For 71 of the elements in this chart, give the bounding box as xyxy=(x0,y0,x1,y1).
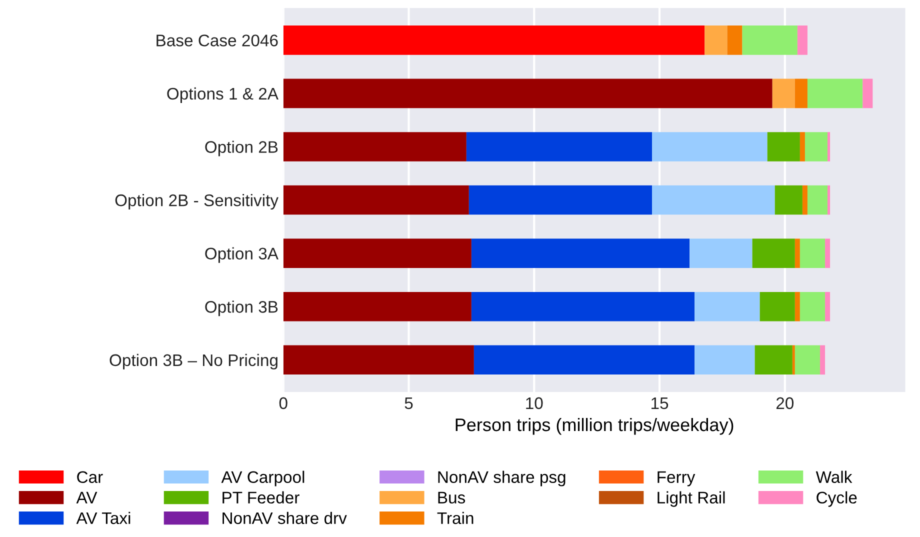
bar xyxy=(283,78,772,108)
bar xyxy=(690,238,752,268)
legend-label: Cycle xyxy=(816,491,857,507)
bar xyxy=(468,185,652,215)
bar xyxy=(797,26,808,55)
bar xyxy=(283,238,472,268)
y-tick-label: Base Case 2046 xyxy=(156,34,278,46)
y-tick-label: Option 3B – No Pricing xyxy=(110,354,278,370)
y-tick-label: Option 2B - Sensitivity xyxy=(115,194,278,210)
bar xyxy=(694,345,755,375)
bar xyxy=(283,132,466,162)
bar xyxy=(820,345,826,375)
legend-label: Train xyxy=(437,512,474,524)
bar xyxy=(283,292,472,322)
bar xyxy=(652,185,775,215)
legend-label: Car xyxy=(77,471,103,484)
bar xyxy=(828,185,830,215)
bar xyxy=(471,238,690,268)
legend-label: PT Feeder xyxy=(222,491,300,504)
bar xyxy=(767,132,800,162)
bar xyxy=(794,292,800,322)
bar xyxy=(807,78,863,108)
y-tick-label: Option 3B xyxy=(205,300,278,316)
bar xyxy=(283,185,469,215)
x-tick-label: 0 xyxy=(279,397,288,410)
bar xyxy=(825,238,830,268)
bar xyxy=(704,26,728,55)
legend-label: Walk xyxy=(816,470,852,484)
x-tick-label: 5 xyxy=(404,397,413,410)
bar xyxy=(283,26,705,55)
legend-label: AV xyxy=(76,492,98,504)
bar xyxy=(828,132,830,162)
bar xyxy=(754,345,792,375)
y-tick-label: Option 3A xyxy=(205,247,278,263)
legend-label: NonAV share drv xyxy=(222,512,347,524)
bar xyxy=(652,132,768,162)
bar xyxy=(804,132,828,162)
bar xyxy=(471,292,695,322)
x-tick-label: 15 xyxy=(652,397,668,410)
bar xyxy=(807,185,828,215)
bar xyxy=(752,238,795,268)
bar xyxy=(800,238,826,268)
y-tick-label: Options 1 & 2A xyxy=(167,87,278,103)
bar xyxy=(474,345,695,375)
bar xyxy=(727,26,742,55)
bar xyxy=(742,26,798,55)
bar xyxy=(792,345,795,375)
bar xyxy=(694,292,760,322)
bar xyxy=(800,132,805,162)
legend-label: NonAV share psg xyxy=(438,470,566,486)
legend-label: AV Taxi xyxy=(76,512,130,524)
legend-label: Bus xyxy=(438,492,466,504)
x-tick-label: 10 xyxy=(526,397,543,410)
x-tick-label: 20 xyxy=(776,397,794,410)
legend-label: Ferry xyxy=(658,471,696,486)
legend-label: Light Rail xyxy=(658,491,725,507)
bar xyxy=(802,185,808,215)
bar xyxy=(283,345,474,375)
bar xyxy=(774,185,802,215)
bar xyxy=(794,78,808,108)
bar xyxy=(825,292,830,322)
bar xyxy=(794,238,800,268)
y-tick-label: Option 2B xyxy=(205,140,278,156)
bar xyxy=(772,78,795,108)
bar xyxy=(760,292,795,322)
legend-label: AV Carpool xyxy=(221,470,304,486)
bar xyxy=(862,78,873,108)
bar xyxy=(794,345,820,375)
x-axis-title: Person trips (million trips/weekday) xyxy=(456,418,734,435)
bar xyxy=(800,292,826,322)
bar xyxy=(466,132,652,162)
